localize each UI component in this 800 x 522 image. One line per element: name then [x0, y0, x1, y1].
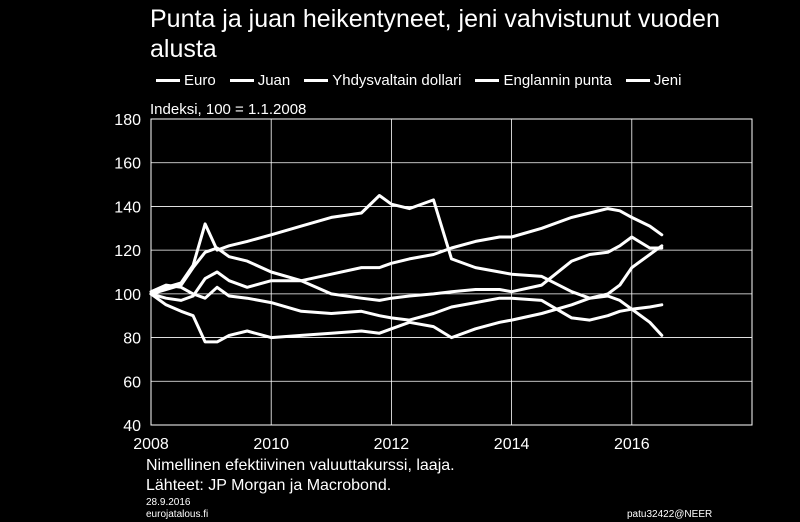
- chart-code: patu32422@NEER: [627, 509, 713, 520]
- x-tick-label: 2008: [133, 436, 169, 453]
- x-tick-label: 2012: [374, 436, 410, 453]
- legend-item: Englannin punta: [475, 71, 612, 89]
- index-note: Indeksi, 100 = 1.1.2008: [150, 101, 307, 118]
- series-line-2: [149, 235, 664, 302]
- y-tick-label: 140: [114, 199, 141, 216]
- chart-legend: Euro Juan Yhdysvaltain dollari Englannin pu…: [156, 70, 695, 90]
- series-line-0: [149, 283, 664, 322]
- y-tick-label: 60: [123, 374, 141, 391]
- source-note: Nimellinen efektiivinen valuuttakurssi, …: [146, 457, 455, 474]
- y-tick-label: 100: [114, 287, 141, 304]
- legend-label: Euro: [184, 71, 216, 89]
- legend-label: Englannin punta: [503, 71, 612, 89]
- legend-swatch: [304, 78, 329, 82]
- x-tick-label: 2010: [253, 436, 289, 453]
- y-tick-label: 160: [114, 156, 141, 173]
- legend-item: Yhdysvaltain dollari: [304, 72, 461, 89]
- series-line-4: [149, 194, 664, 300]
- legend-label: Juan: [257, 71, 291, 89]
- y-tick-label: 80: [123, 331, 141, 348]
- legend-item: Euro: [156, 72, 216, 89]
- y-tick-label: 120: [114, 243, 141, 260]
- source-credit: Lähteet: JP Morgan ja Macrobond.: [146, 477, 392, 494]
- legend-label: Jeni: [653, 71, 682, 89]
- legend-swatch: [475, 78, 500, 82]
- plot-frame: [150, 118, 753, 426]
- publish-date: 28.9.2016: [146, 497, 191, 508]
- legend-item: Juan: [229, 71, 291, 89]
- legend-swatch: [229, 78, 254, 82]
- legend-label: Yhdysvaltain dollari: [332, 71, 462, 89]
- y-tick-label: 180: [114, 112, 141, 129]
- legend-item: Jeni: [625, 71, 682, 89]
- y-tick-label: 40: [123, 418, 141, 435]
- series-line-1: [149, 207, 664, 296]
- site-name: eurojatalous.fi: [146, 509, 209, 520]
- series-line-3: [149, 292, 664, 344]
- legend-swatch: [625, 78, 650, 82]
- legend-swatch: [156, 78, 180, 82]
- x-tick-label: 2014: [494, 436, 530, 453]
- x-tick-label: 2016: [614, 436, 650, 453]
- chart-title: Punta ja juan heikentyneet, jeni vahvist…: [150, 5, 720, 63]
